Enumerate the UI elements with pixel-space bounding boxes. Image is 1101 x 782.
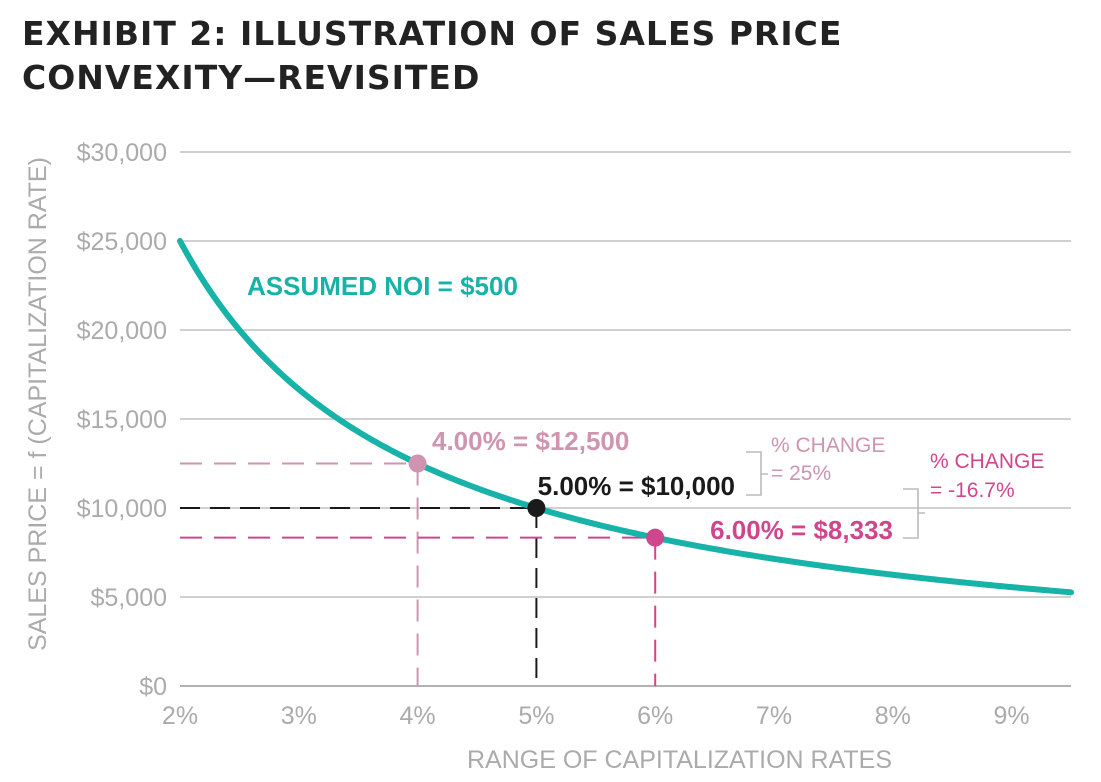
point-marker <box>408 454 427 473</box>
x-tick-label: 5% <box>518 702 554 730</box>
point-label: 5.00% = $10,000 <box>538 471 735 501</box>
noi-curve <box>177 238 1074 596</box>
x-tick-label: 7% <box>756 702 792 730</box>
change-bracket-up <box>746 451 768 496</box>
x-tick-label: 4% <box>400 702 436 730</box>
dashed-guides <box>180 462 657 686</box>
point-label: 6.00% = $8,333 <box>710 515 893 545</box>
change-bracket-down <box>903 488 925 539</box>
x-tick-label: 6% <box>637 702 673 730</box>
gridlines: $0 $5,000 $10,000 $15,000 $20,000 $25,000 $30,… <box>24 139 1071 774</box>
y-tick-label: $10,000 <box>77 495 167 523</box>
point-marker <box>646 528 665 547</box>
point-label: 4.00% = $12,500 <box>432 426 629 456</box>
x-tick-label: 3% <box>281 702 317 730</box>
highlight-points <box>408 454 665 547</box>
chart-labels: ASSUMED NOI = $500 4.00% = $12,500 5.00% =… <box>247 271 1044 545</box>
y-tick-label: $25,000 <box>77 228 167 256</box>
series-label: ASSUMED NOI = $500 <box>247 271 518 301</box>
y-tick-label: $20,000 <box>77 317 167 345</box>
change-annotation-value: = -16.7% <box>930 479 1015 502</box>
chart-title: EXHIBIT 2: ILLUSTRATION OF SALES PRICE C… <box>22 12 842 100</box>
y-tick-label: $30,000 <box>77 139 167 167</box>
y-tick-label: $5,000 <box>91 584 167 612</box>
y-tick-label: $15,000 <box>77 406 167 434</box>
change-annotation-value: = 25% <box>771 462 831 485</box>
point-marker <box>527 499 546 517</box>
curve-layer <box>177 238 1074 596</box>
x-axis-title: RANGE OF CAPITALIZATION RATES <box>467 746 892 774</box>
x-tick-label: 2% <box>162 702 198 730</box>
change-annotation-title: % CHANGE <box>930 450 1044 473</box>
chart-title-line-2: CONVEXITY—REVISITED <box>22 58 481 97</box>
y-tick-label: $0 <box>139 673 167 701</box>
x-tick-label: 8% <box>875 702 911 730</box>
x-tick-label: 9% <box>994 702 1030 730</box>
change-annotation-title: % CHANGE <box>771 434 885 457</box>
y-axis-title: SALES PRICE = f (CAPITALIZATION RATE) <box>24 157 52 651</box>
chart-title-line-1: EXHIBIT 2: ILLUSTRATION OF SALES PRICE <box>22 14 843 53</box>
